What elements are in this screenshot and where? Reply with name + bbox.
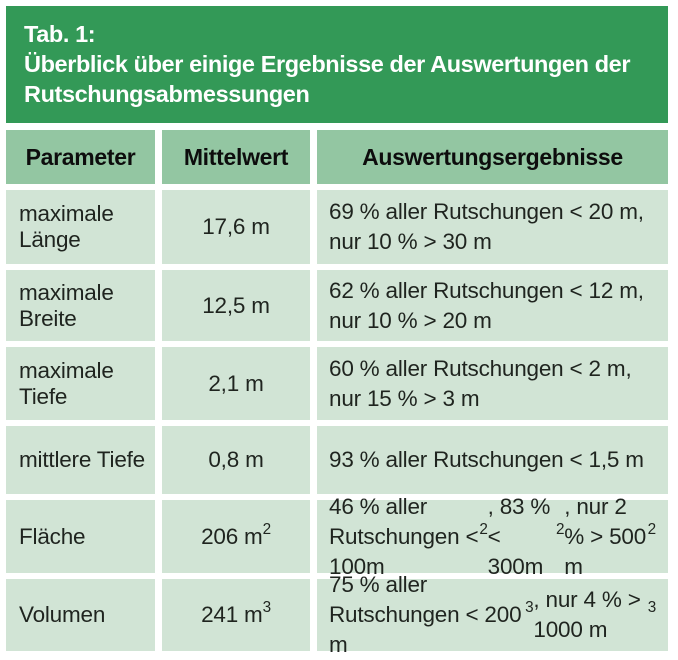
- ergebnis-cell: 93 % aller Rutschungen < 1,5 m: [317, 426, 668, 495]
- ergebnis-cell: 46 % aller Rutschungen < 100m 2, 83 % < 3…: [317, 494, 668, 579]
- parameter-cell: mittlere Tiefe: [6, 426, 155, 495]
- mittelwert-cell: 12,5 m: [162, 270, 310, 342]
- parameter-cell: Fläche: [6, 500, 155, 574]
- parameter-cell: maximale Tiefe: [6, 347, 155, 421]
- ergebnis-cell: 60 % aller Rutschungen < 2 m, nur 15 % >…: [317, 347, 668, 421]
- mittelwert-cell: 17,6 m: [162, 190, 310, 265]
- parameter-cell: maximale Breite: [6, 270, 155, 342]
- column-header-parameter: Parameter: [6, 130, 155, 185]
- data-table: Parameter Mittelwert Auswertungsergebnis…: [6, 130, 668, 657]
- column-header-auswertungsergebnisse: Auswertungsergebnisse: [317, 130, 668, 185]
- parameter-cell: maximale Länge: [6, 190, 155, 265]
- ergebnis-cell: 69 % aller Rutschungen < 20 m, nur 10 % …: [317, 190, 668, 265]
- caption-label: Tab. 1:: [24, 21, 96, 47]
- mittelwert-cell: 2,1 m: [162, 347, 310, 421]
- parameter-cell: Volumen: [6, 579, 155, 652]
- mittelwert-cell: 0,8 m: [162, 426, 310, 495]
- table-figure: Tab. 1: Überblick über einige Ergebnisse…: [6, 6, 668, 657]
- column-header-mittelwert: Mittelwert: [162, 130, 310, 185]
- caption-title: Überblick über einige Ergebnisse der Aus…: [24, 51, 631, 108]
- ergebnis-cell: 62 % aller Rutschungen < 12 m, nur 10 % …: [317, 270, 668, 342]
- table-caption: Tab. 1: Überblick über einige Ergebnisse…: [6, 6, 668, 124]
